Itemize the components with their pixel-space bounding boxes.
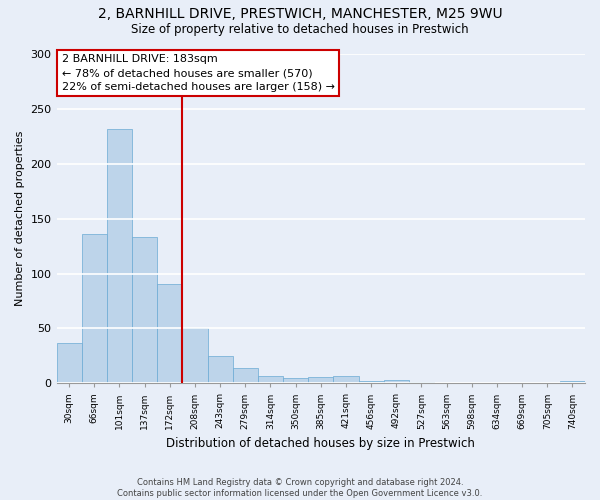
- Bar: [233, 368, 258, 384]
- Bar: [308, 376, 334, 384]
- Bar: [132, 238, 157, 384]
- Bar: [283, 378, 308, 384]
- Text: Contains HM Land Registry data © Crown copyright and database right 2024.
Contai: Contains HM Land Registry data © Crown c…: [118, 478, 482, 498]
- Bar: [409, 382, 434, 384]
- Y-axis label: Number of detached properties: Number of detached properties: [15, 131, 25, 306]
- Bar: [359, 381, 383, 384]
- Bar: [560, 381, 585, 384]
- Text: 2 BARNHILL DRIVE: 183sqm
← 78% of detached houses are smaller (570)
22% of semi-: 2 BARNHILL DRIVE: 183sqm ← 78% of detach…: [62, 54, 335, 92]
- Bar: [182, 328, 208, 384]
- Bar: [258, 376, 283, 384]
- Bar: [334, 376, 359, 384]
- Bar: [383, 380, 409, 384]
- Bar: [208, 356, 233, 384]
- Bar: [82, 234, 107, 384]
- X-axis label: Distribution of detached houses by size in Prestwich: Distribution of detached houses by size …: [166, 437, 475, 450]
- Bar: [157, 284, 182, 384]
- Bar: [56, 342, 82, 384]
- Text: 2, BARNHILL DRIVE, PRESTWICH, MANCHESTER, M25 9WU: 2, BARNHILL DRIVE, PRESTWICH, MANCHESTER…: [98, 8, 502, 22]
- Text: Size of property relative to detached houses in Prestwich: Size of property relative to detached ho…: [131, 22, 469, 36]
- Bar: [107, 128, 132, 384]
